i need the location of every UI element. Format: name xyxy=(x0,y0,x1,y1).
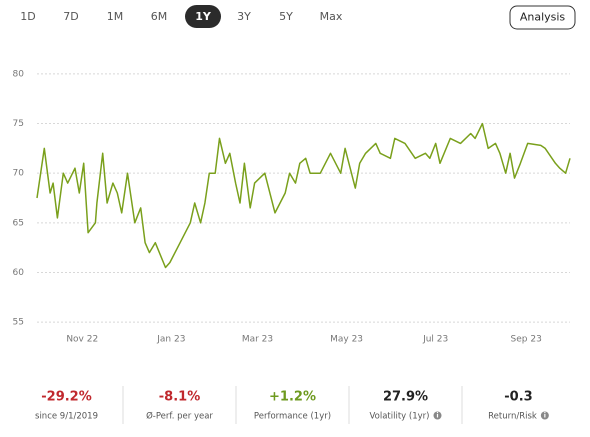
x-tick-label: Jul 23 xyxy=(422,335,448,345)
tab[interactable]: 1Y xyxy=(195,10,212,23)
analysis-button[interactable] xyxy=(509,5,576,30)
price-line xyxy=(36,122,571,269)
x-tick-label: Jan 23 xyxy=(156,335,185,345)
stat-value: -29.2% xyxy=(41,390,92,405)
x-tick-label: Sep 23 xyxy=(511,335,542,345)
tab[interactable]: 1M xyxy=(107,10,124,23)
x-tick-label: Mar 23 xyxy=(242,335,273,345)
analysis-label[interactable]: Analysis xyxy=(520,11,566,24)
stat-label: Ø-Perf. per year xyxy=(146,411,213,422)
y-tick-label: 55 xyxy=(13,318,24,328)
tab-selected[interactable] xyxy=(185,5,221,28)
tab[interactable]: 7D xyxy=(63,10,78,23)
info-icon-mark xyxy=(544,414,546,418)
info-icon-dot xyxy=(544,412,546,414)
y-tick-label: 70 xyxy=(13,169,25,179)
y-tick-label: 65 xyxy=(13,218,24,228)
stat-value: -8.1% xyxy=(159,390,200,405)
stat-label: Return/Risk xyxy=(488,412,537,422)
tab[interactable]: 5Y xyxy=(279,10,293,23)
x-tick-label: May 23 xyxy=(330,335,363,345)
x-tick-label: Nov 22 xyxy=(66,335,98,345)
tab[interactable]: 1D xyxy=(20,10,35,23)
info-icon-mark xyxy=(436,414,439,418)
stat-value: +1.2% xyxy=(269,390,316,405)
stat-label: Performance (1yr) xyxy=(254,412,331,422)
tab[interactable]: Max xyxy=(320,10,343,23)
stat-value: 27.9% xyxy=(383,390,428,405)
y-tick-label: 75 xyxy=(13,119,24,129)
stat-value: -0.3 xyxy=(504,390,532,405)
tab[interactable]: 6M xyxy=(151,10,168,23)
info-icon-dot xyxy=(436,412,439,414)
stat-label: Volatility (1yr) xyxy=(370,412,430,422)
tab[interactable]: 3Y xyxy=(237,10,251,23)
stat-label: since 9/1/2019 xyxy=(35,412,98,422)
y-tick-label: 80 xyxy=(13,69,25,79)
y-tick-label: 60 xyxy=(13,268,25,278)
